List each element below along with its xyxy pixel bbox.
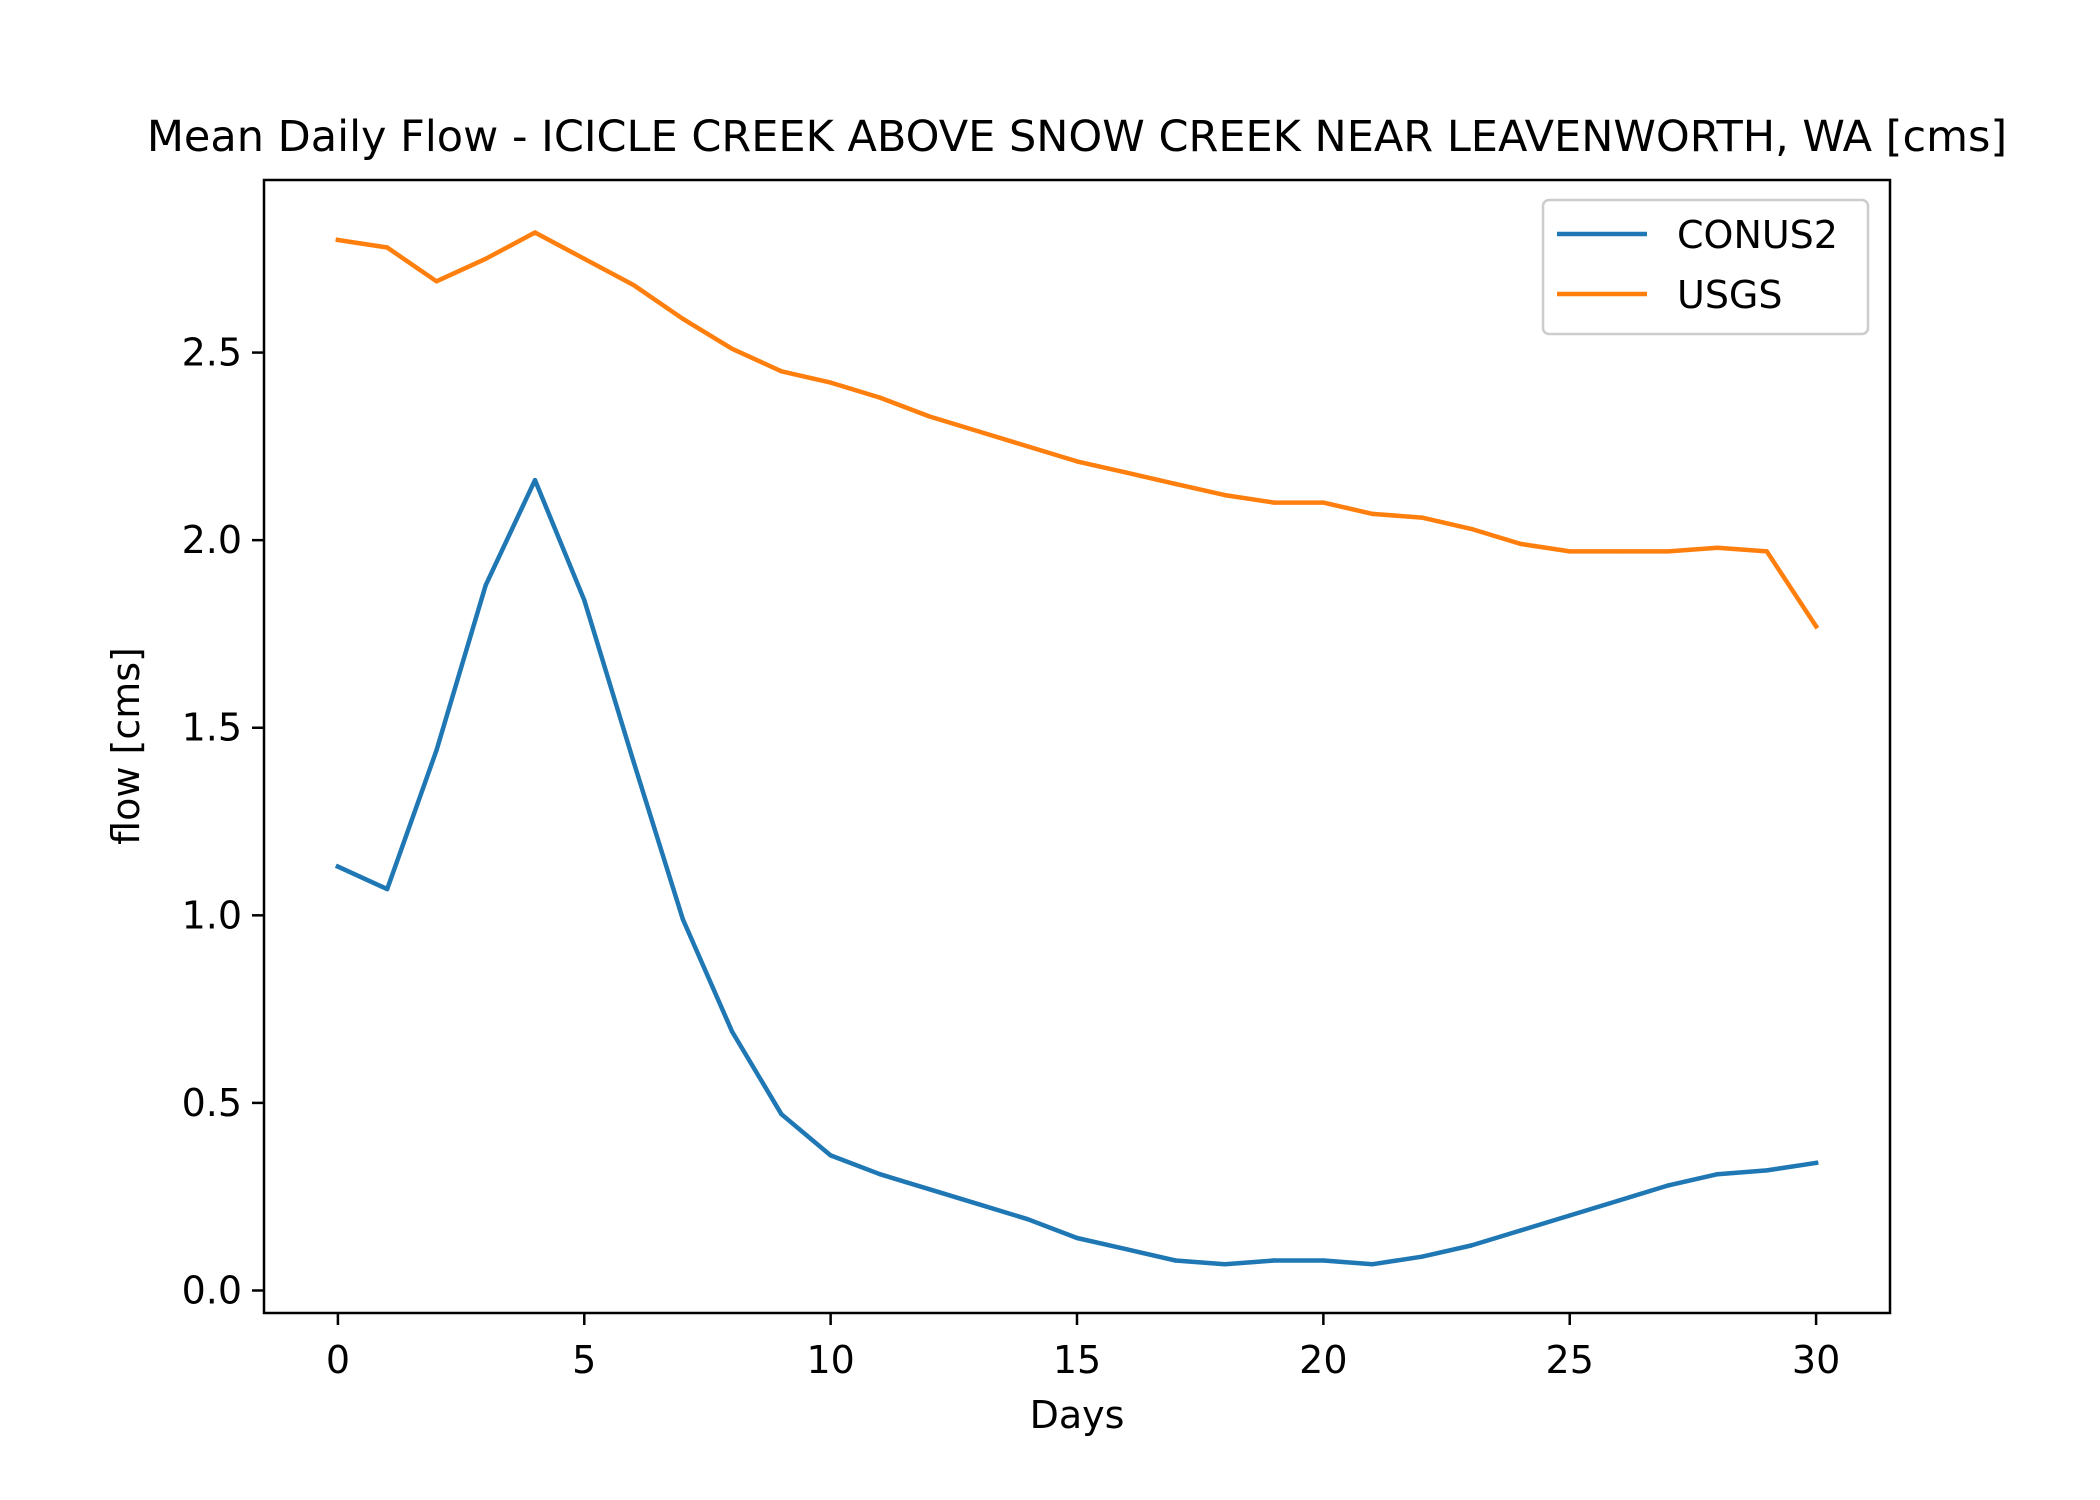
data-point-conus2 [1666, 1183, 1671, 1188]
y-tick-label: 2.5 [182, 331, 242, 375]
data-point-usgs [680, 316, 685, 321]
data-point-usgs [828, 380, 833, 385]
data-point-conus2 [1469, 1243, 1474, 1248]
data-point-usgs [483, 256, 488, 261]
y-tick-label: 1.0 [182, 893, 242, 937]
data-point-conus2 [1222, 1262, 1228, 1267]
data-point-conus2 [582, 598, 587, 603]
data-point-usgs [582, 256, 587, 261]
data-point-usgs [532, 230, 538, 235]
data-point-conus2 [1370, 1262, 1375, 1267]
legend-label-conus2: CONUS2 [1677, 213, 1838, 257]
data-point-usgs [1764, 549, 1770, 554]
data-point-conus2 [434, 748, 439, 753]
x-tick-label: 0 [326, 1338, 350, 1382]
data-point-usgs [1025, 444, 1030, 449]
data-point-usgs [927, 414, 932, 419]
data-point-usgs [1616, 549, 1622, 554]
data-point-usgs [385, 245, 390, 250]
legend-label-usgs: USGS [1677, 273, 1783, 317]
y-tick-label: 0.5 [182, 1081, 242, 1125]
data-point-conus2 [483, 583, 488, 588]
y-tick-label: 0.0 [182, 1268, 242, 1312]
data-point-conus2 [631, 759, 636, 764]
legend: CONUS2 USGS [1541, 198, 1870, 336]
data-point-conus2 [1616, 1198, 1622, 1203]
data-point-usgs [335, 237, 341, 243]
data-point-usgs [1074, 459, 1080, 464]
data-point-usgs [1222, 492, 1228, 498]
data-point-conus2 [532, 477, 538, 483]
x-tick-label: 15 [1053, 1338, 1101, 1382]
data-point-conus2 [1813, 1160, 1819, 1166]
data-point-conus2 [1321, 1258, 1326, 1263]
data-point-usgs [1321, 500, 1326, 505]
data-point-usgs [1518, 541, 1523, 547]
data-point-usgs [1173, 481, 1178, 487]
data-point-usgs [779, 369, 784, 374]
data-point-usgs [1419, 515, 1425, 520]
y-axis-label: flow [cms] [104, 647, 148, 845]
data-point-usgs [1813, 624, 1819, 629]
data-point-conus2 [1419, 1254, 1425, 1259]
data-point-conus2 [1025, 1217, 1030, 1222]
plot-area [334, 230, 1820, 1267]
data-point-usgs [877, 395, 883, 400]
data-point-usgs [1271, 500, 1277, 505]
data-point-conus2 [680, 916, 685, 922]
data-point-conus2 [828, 1153, 833, 1158]
data-point-conus2 [729, 1029, 735, 1034]
data-point-conus2 [335, 864, 341, 869]
y-tick-label: 2.0 [182, 518, 242, 562]
data-point-usgs [434, 279, 439, 284]
data-point-conus2 [1567, 1213, 1572, 1218]
data-point-conus2 [385, 886, 390, 892]
data-point-conus2 [1715, 1172, 1720, 1177]
data-point-usgs [1715, 545, 1720, 550]
data-point-conus2 [1124, 1247, 1129, 1252]
data-point-conus2 [927, 1187, 932, 1192]
data-point-conus2 [877, 1172, 883, 1177]
data-point-usgs [1469, 526, 1474, 532]
data-point-conus2 [976, 1202, 981, 1207]
x-tick-label: 25 [1546, 1338, 1594, 1382]
x-axis-label: Days [1030, 1393, 1125, 1437]
data-point-usgs [1124, 470, 1129, 475]
data-point-conus2 [779, 1112, 784, 1117]
x-tick-label: 5 [572, 1338, 596, 1382]
y-axis: 0.0 0.5 1.0 1.5 2.0 2.5 [182, 331, 264, 1312]
data-point-usgs [1370, 511, 1375, 517]
y-tick-label: 1.5 [182, 706, 242, 750]
data-point-usgs [729, 346, 735, 351]
x-tick-label: 30 [1792, 1338, 1840, 1382]
series-points-conus2 [335, 477, 1819, 1267]
x-tick-label: 20 [1299, 1338, 1347, 1382]
data-point-conus2 [1173, 1258, 1178, 1263]
data-point-usgs [1567, 549, 1572, 554]
data-point-usgs [631, 282, 636, 288]
data-point-usgs [1666, 549, 1671, 554]
data-point-usgs [976, 429, 981, 434]
data-point-conus2 [1271, 1258, 1277, 1263]
data-point-conus2 [1074, 1235, 1080, 1241]
chart-title: Mean Daily Flow - ICICLE CREEK ABOVE SNO… [147, 112, 2007, 162]
data-point-conus2 [1518, 1228, 1523, 1233]
data-point-conus2 [1764, 1168, 1770, 1173]
x-tick-label: 10 [806, 1338, 854, 1382]
x-axis: 0 5 10 15 20 25 30 [326, 1313, 1840, 1382]
series-points-usgs [335, 230, 1819, 629]
